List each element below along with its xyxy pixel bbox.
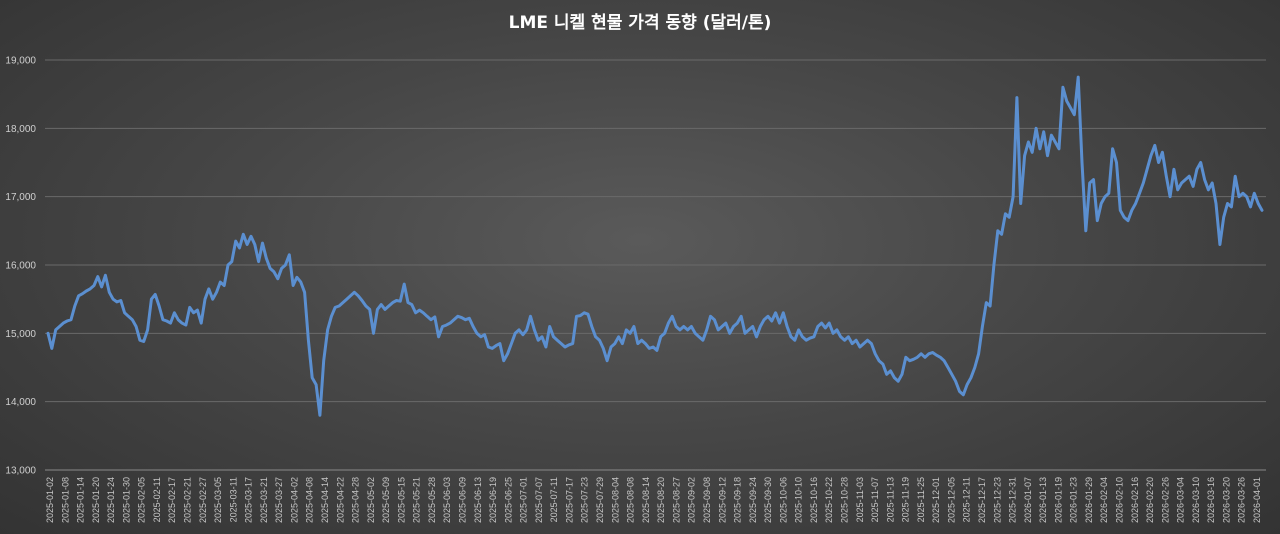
x-tick-label: 2025-04-02: [289, 477, 299, 523]
x-tick-label: 2025-08-14: [641, 477, 651, 523]
x-tick-label: 2025-08-27: [671, 477, 681, 523]
x-tick-label: 2026-03-10: [1191, 477, 1201, 523]
x-tick-label: 2026-03-04: [1176, 477, 1186, 523]
x-axis-ticks: 2025-01-02 2025-01-08 2025-01-14 2025-01-20…: [45, 477, 1262, 523]
x-tick-label: 2025-11-25: [916, 477, 926, 522]
x-tick-label: 2025-04-14: [320, 477, 330, 523]
y-tick-label: 19,000: [5, 56, 36, 67]
x-tick-label: 2025-12-31: [1008, 477, 1018, 523]
y-tick-label: 14,000: [5, 397, 36, 408]
series-line: [46, 75, 1264, 417]
x-tick-label: 2026-02-16: [1130, 477, 1140, 523]
x-tick-label: 2025-11-13: [885, 477, 895, 522]
x-tick-label: 2025-06-19: [488, 477, 498, 523]
x-tick-label: 2025-01-08: [60, 477, 70, 523]
x-tick-label: 2025-06-09: [458, 477, 468, 523]
x-tick-label: 2025-04-08: [305, 477, 315, 523]
x-tick-label: 2025-07-07: [534, 477, 544, 523]
x-tick-label: 2026-01-19: [1053, 477, 1063, 523]
x-tick-label: 2025-11-19: [901, 477, 911, 522]
x-tick-label: 2026-03-26: [1237, 477, 1247, 523]
x-tick-label: 2025-09-18: [733, 477, 743, 523]
x-tick-label: 2025-12-05: [946, 477, 956, 523]
chart-title: LME 니켈 현물 가격 동향 (달러/톤): [509, 12, 772, 33]
x-tick-label: 2026-02-26: [1160, 477, 1170, 523]
y-axis-ticks: 13,000 14,000 15,000 16,000 17,000 18,000 19,0…: [5, 56, 36, 477]
x-tick-label: 2025-07-11: [549, 477, 559, 522]
x-tick-label: 2025-02-11: [152, 477, 162, 522]
x-tick-label: 2025-01-14: [76, 477, 86, 523]
x-tick-label: 2025-05-28: [427, 477, 437, 523]
x-tick-label: 2025-06-03: [442, 477, 452, 523]
x-tick-label: 2025-07-01: [519, 477, 529, 523]
x-tick-label: 2026-02-04: [1099, 477, 1109, 523]
y-tick-label: 15,000: [5, 329, 36, 340]
x-tick-label: 2025-03-11: [228, 477, 238, 522]
x-tick-label: 2026-01-23: [1069, 477, 1079, 523]
x-tick-label: 2025-09-12: [717, 477, 727, 523]
x-tick-label: 2025-11-03: [855, 477, 865, 522]
x-tick-label: 2025-10-16: [809, 477, 819, 523]
x-tick-label: 2026-01-29: [1084, 477, 1094, 523]
x-tick-label: 2025-03-21: [259, 477, 269, 523]
x-tick-label: 2025-04-28: [351, 477, 361, 523]
x-tick-label: 2025-12-17: [977, 477, 987, 523]
x-tick-label: 2026-02-10: [1114, 477, 1124, 523]
y-tick-label: 13,000: [5, 466, 36, 477]
x-tick-label: 2025-12-01: [931, 477, 941, 523]
x-tick-label: 2025-04-22: [335, 477, 345, 523]
x-tick-label: 2025-02-17: [167, 477, 177, 523]
x-tick-label: 2025-09-02: [687, 477, 697, 523]
y-tick-label: 16,000: [5, 261, 36, 272]
x-tick-label: 2026-01-13: [1038, 477, 1048, 523]
x-tick-label: 2025-01-24: [106, 477, 116, 523]
x-tick-label: 2025-09-08: [702, 477, 712, 523]
x-tick-label: 2025-07-17: [564, 477, 574, 523]
x-tick-label: 2025-08-08: [626, 477, 636, 523]
x-tick-label: 2025-01-02: [45, 477, 55, 523]
x-tick-label: 2025-03-17: [244, 477, 254, 523]
x-tick-label: 2025-11-07: [870, 477, 880, 522]
x-tick-label: 2026-01-07: [1023, 477, 1033, 523]
x-tick-label: 2025-05-09: [381, 477, 391, 523]
x-tick-label: 2026-03-16: [1206, 477, 1216, 523]
x-tick-label: 2025-01-20: [91, 477, 101, 523]
x-tick-label: 2025-05-02: [366, 477, 376, 523]
x-tick-label: 2026-03-20: [1221, 477, 1231, 523]
x-tick-label: 2025-12-11: [962, 477, 972, 522]
x-tick-label: 2025-05-15: [396, 477, 406, 523]
x-tick-label: 2025-08-04: [610, 477, 620, 523]
x-tick-label: 2025-09-24: [748, 477, 758, 523]
x-tick-label: 2025-09-30: [763, 477, 773, 523]
x-tick-label: 2025-03-27: [274, 477, 284, 523]
x-tick-label: 2025-01-30: [121, 477, 131, 523]
x-tick-label: 2025-02-05: [137, 477, 147, 523]
y-tick-label: 18,000: [5, 124, 36, 135]
x-tick-label: 2025-07-29: [595, 477, 605, 523]
x-tick-label: 2025-10-10: [794, 477, 804, 523]
x-tick-label: 2025-10-22: [824, 477, 834, 523]
x-tick-label: 2026-04-01: [1252, 477, 1262, 523]
x-tick-label: 2025-02-21: [183, 477, 193, 523]
x-tick-label: 2025-08-20: [656, 477, 666, 523]
x-tick-label: 2025-10-28: [839, 477, 849, 523]
x-tick-label: 2025-10-06: [778, 477, 788, 523]
x-tick-label: 2025-07-23: [580, 477, 590, 523]
y-tick-label: 17,000: [5, 192, 36, 203]
x-tick-label: 2025-02-27: [198, 477, 208, 523]
x-tick-label: 2025-03-05: [213, 477, 223, 523]
x-tick-label: 2025-12-23: [992, 477, 1002, 523]
x-tick-label: 2025-05-21: [412, 477, 422, 523]
x-tick-label: 2025-06-25: [503, 477, 513, 523]
gridlines: [45, 59, 1266, 403]
x-tick-label: 2025-06-13: [473, 477, 483, 523]
x-tick-label: 2026-02-20: [1145, 477, 1155, 523]
